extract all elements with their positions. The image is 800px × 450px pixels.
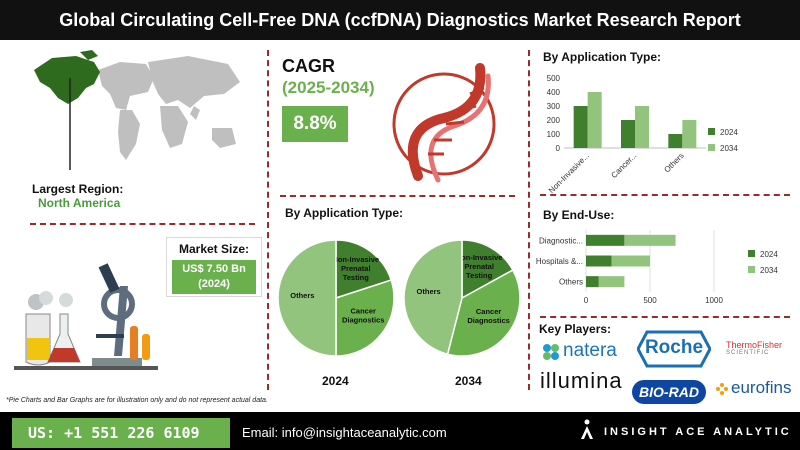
bar-app-2034-1	[635, 106, 649, 148]
bar-end-2034-1	[611, 255, 650, 267]
bio-rad-logo: BIO-RAD	[632, 380, 706, 404]
bar-app-legend-swatch-2034	[708, 144, 715, 151]
cagr-value: 8.8%	[282, 106, 348, 142]
roche-logo-text: Roche	[644, 337, 704, 358]
largest-region-label: Largest Region:	[32, 182, 124, 196]
bar-end-2024-2	[586, 276, 599, 288]
pie-2024-slice-0	[335, 239, 393, 300]
roche-logo: Roche	[637, 330, 711, 368]
pie-2024-label-0: Non-Invasive Prenatal Testing	[332, 255, 379, 282]
pie-2034-label-2: Others	[417, 287, 441, 296]
pie-2024-label-1: Cancer Diagnostics	[342, 306, 385, 324]
bar-end-xtick-1000: 1000	[705, 296, 723, 305]
divider-enduse	[540, 316, 790, 318]
pie-2034-slice-2	[403, 239, 463, 356]
eurofins-logo-icon	[716, 383, 728, 395]
bar-app-ytick-100: 100	[547, 130, 561, 139]
bar-end-xtick-0: 0	[584, 296, 589, 305]
divider-right	[528, 50, 530, 390]
bar-end-2034-2	[598, 276, 625, 288]
market-size-card: Market Size: US$ 7.50 Bn (2024)	[166, 237, 262, 297]
pie-section-title: By Application Type:	[285, 206, 404, 220]
footnote: *Pie Charts and Bar Graphs are for illus…	[6, 397, 268, 404]
brand-name: INSIGHT ACE ANALYTIC	[604, 426, 792, 438]
bar-end-legend-swatch-2034	[748, 266, 755, 273]
bar-end-legend-label-2034: 2034	[760, 266, 778, 275]
divider-region	[30, 223, 255, 225]
bar-end-ytick-1: Hospitals &...	[536, 257, 583, 266]
thermofisher-logo: ThermoFisher SCIENTIFIC	[726, 340, 782, 356]
market-size-year: (2024)	[198, 278, 230, 290]
pie-2024-slice-2	[277, 239, 337, 357]
phone-number[interactable]: US: +1 551 226 6109	[12, 418, 230, 448]
bar-end-ytick-0: Diagnostic...	[539, 236, 583, 245]
bar-enduse-title: By End-Use:	[543, 208, 615, 222]
bar-chart-application: 0 100 200 300 400 500 Non-Invasive... Cancer...…	[547, 74, 739, 195]
bar-app-2024-0	[573, 106, 588, 148]
divider-app-bar	[540, 194, 790, 196]
pie-2024-label-2: Others	[290, 291, 314, 300]
market-size-amount: US$ 7.50 Bn	[182, 263, 246, 275]
pie-2034-label-1: Cancer Diagnostics	[467, 307, 510, 325]
market-size-value: US$ 7.50 Bn (2024)	[172, 260, 256, 294]
bar-app-2024-2	[668, 134, 683, 148]
divider-left	[267, 50, 269, 390]
thermofisher-logo-text: ThermoFisher	[726, 340, 783, 350]
email-address[interactable]: Email: info@insightaceanalytic.com	[242, 425, 447, 440]
brand-logo-icon	[581, 419, 593, 439]
dna-helix-icon	[392, 63, 496, 183]
bar-app-2034-0	[587, 92, 602, 148]
bar-app-2024-1	[621, 120, 635, 148]
pie-caption-2024: 2024	[322, 374, 349, 388]
divider-cagr	[280, 195, 515, 197]
bar-app-xtick-1: Cancer...	[609, 151, 638, 180]
pie-charts: Non-Invasive Prenatal Testing Cancer Diagnos…	[277, 239, 521, 357]
footer-bar: US: +1 551 226 6109 Email: info@insighta…	[0, 412, 800, 450]
thermofisher-logo-subtext: SCIENTIFIC	[726, 350, 770, 356]
bar-end-2034-0	[624, 234, 676, 246]
bar-app-legend-label-2034: 2034	[720, 144, 738, 153]
bar-app-ytick-400: 400	[547, 88, 561, 97]
bar-app-ytick-200: 200	[547, 116, 561, 125]
bar-app-xtick-2: Others	[662, 151, 685, 174]
bar-app-xtick-0: Non-Invasive...	[547, 151, 591, 195]
bar-end-ytick-2: Others	[559, 278, 583, 287]
natera-logo-icon	[543, 344, 559, 360]
roche-logo-hexagon	[637, 330, 711, 368]
key-players-title: Key Players:	[539, 322, 612, 336]
pie-caption-2034: 2034	[455, 374, 482, 388]
bar-app-title: By Application Type:	[543, 50, 662, 64]
bar-chart-end-use: 0 500 1000 Diagnostic... Hospitals &... Other…	[536, 230, 778, 305]
bar-end-legend-swatch-2024	[748, 250, 755, 257]
bar-app-ytick-0: 0	[556, 144, 561, 153]
bar-app-legend-label-2024: 2024	[720, 128, 738, 137]
world-map-icon	[34, 50, 240, 170]
pie-2034-label-0: Non-Invasive Prenatal Testing	[456, 253, 503, 280]
pie-2024-slice-1	[335, 279, 395, 357]
report-title: Global Circulating Cell-Free DNA (ccfDNA…	[0, 0, 800, 40]
bar-app-ytick-500: 500	[547, 74, 561, 83]
market-size-label: Market Size:	[178, 242, 250, 256]
bar-end-legend-label-2024: 2024	[760, 250, 778, 259]
lab-equipment-icon	[14, 263, 158, 370]
bar-app-ytick-300: 300	[547, 102, 561, 111]
cagr-label: CAGR	[282, 56, 335, 76]
eurofins-logo-text: eurofins	[731, 378, 792, 397]
illumina-logo: illumina	[540, 368, 623, 393]
pie-2034-slice-1	[446, 269, 521, 357]
largest-region-value: North America	[38, 196, 121, 210]
bar-end-2024-1	[586, 255, 612, 267]
pie-2034-slice-0	[461, 239, 514, 300]
cagr-period: (2025-2034)	[282, 78, 375, 97]
bar-app-legend-swatch-2024	[708, 128, 715, 135]
bar-end-xtick-500: 500	[643, 296, 657, 305]
bar-app-2034-2	[682, 120, 697, 148]
bar-end-2024-0	[586, 234, 625, 246]
natera-logo-text: natera	[563, 340, 617, 361]
